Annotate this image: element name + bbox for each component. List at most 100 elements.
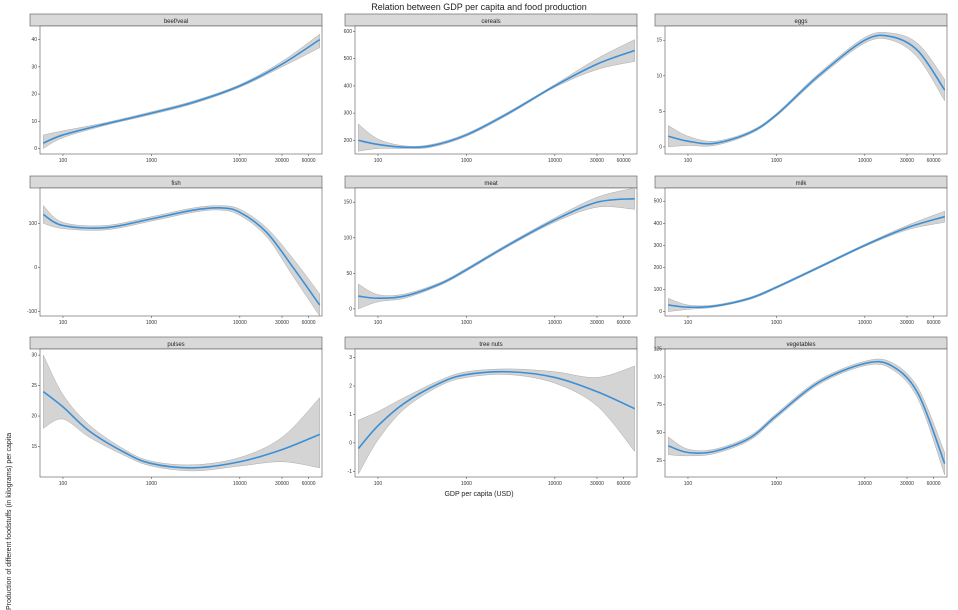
confidence-band: [668, 210, 945, 312]
x-tick-label: 100: [374, 481, 383, 487]
y-tick-label: 300: [344, 111, 353, 117]
panel-strip-title: meat: [484, 181, 498, 187]
x-tick-label: 1000: [461, 158, 472, 164]
smooth-line: [42, 206, 321, 306]
y-tick-label: 5: [659, 109, 662, 115]
panel-cereals: cereals 100 1000 10000 30000 60000 200 300 400 50…: [344, 13, 638, 164]
smooth-line: [668, 34, 946, 145]
x-tick-label: 10000: [858, 320, 872, 326]
y-tick-label: 200: [654, 265, 663, 271]
smooth-line: [668, 360, 946, 464]
x-tick-label: 60000: [302, 320, 316, 326]
panel-pulses: pulses 100 1000 10000 30000 60000 15 20 25 30: [29, 336, 323, 487]
x-tick-label: 30000: [275, 320, 289, 326]
panel-strip-title: beef/veal: [164, 19, 188, 25]
x-tick-label: 60000: [927, 320, 941, 326]
x-tick-label: 60000: [302, 158, 316, 164]
plot-area: [39, 187, 323, 317]
x-tick-label: 60000: [302, 481, 316, 487]
y-tick-label: 0: [34, 146, 37, 152]
panel-vegetables: vegetables 100 1000 10000 30000 60000 25 50 75 10…: [654, 336, 948, 487]
x-tick-label: 100: [59, 320, 68, 326]
y-tick-label: 100: [344, 235, 353, 241]
y-tick-label: 100: [654, 374, 663, 380]
confidence-band: [668, 32, 945, 148]
confidence-band: [668, 358, 945, 475]
panel-strip-title: vegetables: [786, 342, 815, 348]
smooth-line: [358, 197, 635, 300]
x-tick-label: 1000: [146, 158, 157, 164]
x-tick-label: 1000: [771, 481, 782, 487]
x-tick-label: 10000: [233, 320, 247, 326]
y-tick-label: 500: [344, 56, 353, 62]
x-tick-label: 60000: [927, 158, 941, 164]
y-tick-label: 75: [656, 402, 662, 408]
confidence-band: [358, 365, 635, 475]
smooth-line: [358, 49, 635, 149]
x-tick-label: 60000: [927, 481, 941, 487]
x-tick-label: 10000: [548, 320, 562, 326]
panel-beef-veal: beef/veal 100 1000 10000 30000 60000 0 10 20 30 40: [29, 13, 323, 164]
y-tick-label: 25: [656, 458, 662, 464]
panel-milk: milk 100 1000 10000 30000 60000 0 100 200 300 400 5…: [654, 175, 948, 326]
x-tick-label: 30000: [900, 481, 914, 487]
y-tick-label: 300: [654, 243, 663, 249]
y-tick-label: 600: [344, 29, 353, 35]
y-tick-label: 200: [344, 138, 353, 144]
x-tick-label: 100: [684, 481, 693, 487]
x-tick-label: 60000: [617, 320, 631, 326]
panel-strip-title: pulses: [167, 342, 184, 348]
y-tick-label: 20: [31, 92, 37, 98]
x-tick-label: 30000: [275, 158, 289, 164]
plot-area: [39, 25, 323, 155]
y-tick-label: 100: [29, 221, 38, 227]
x-tick-label: 30000: [590, 158, 604, 164]
panel-strip-title: fish: [171, 181, 180, 187]
x-tick-label: 100: [684, 320, 693, 326]
smooth-line: [668, 215, 945, 309]
y-tick-label: 0: [659, 309, 662, 315]
x-tick-label: 60000: [617, 481, 631, 487]
x-tick-label: 10000: [858, 481, 872, 487]
x-tick-label: 100: [59, 158, 68, 164]
panel-eggs: eggs 100 1000 10000 30000 60000 0 5 10 15: [654, 13, 948, 164]
x-tick-label: 10000: [233, 158, 247, 164]
y-tick-label: 10: [656, 73, 662, 79]
x-tick-label: 100: [684, 158, 693, 164]
y-tick-label: 0: [349, 440, 352, 446]
y-tick-label: 125: [654, 347, 663, 353]
y-tick-label: 400: [344, 83, 353, 89]
plot-area: [664, 25, 948, 155]
x-tick-label: 100: [374, 158, 383, 164]
y-tick-label: 40: [31, 37, 37, 43]
x-tick-label: 1000: [146, 481, 157, 487]
x-tick-label: 10000: [548, 158, 562, 164]
plot-area: [664, 348, 948, 478]
plot-area: [664, 187, 948, 317]
y-tick-label: -100: [27, 309, 37, 315]
y-tick-label: 0: [659, 144, 662, 150]
y-tick-label: 1: [349, 412, 352, 418]
y-tick-label: 50: [346, 271, 352, 277]
x-tick-label: 100: [374, 320, 383, 326]
y-tick-label: 150: [344, 200, 353, 206]
x-tick-label: 30000: [900, 158, 914, 164]
x-tick-label: 30000: [900, 320, 914, 326]
panel-strip-title: milk: [796, 181, 808, 187]
panel-meat: meat 100 1000 10000 30000 60000 0 50 100 150: [344, 175, 638, 326]
smooth-line: [42, 391, 320, 469]
panel-fish: fish 100 1000 10000 30000 60000 -100 0 100: [27, 175, 323, 326]
confidence-band: [358, 39, 635, 152]
y-tick-label: 10: [31, 119, 37, 125]
panel-strip-title: eggs: [794, 19, 807, 25]
confidence-band: [43, 355, 320, 472]
x-tick-label: 1000: [771, 320, 782, 326]
x-tick-label: 30000: [275, 481, 289, 487]
y-tick-label: 30: [31, 64, 37, 70]
smooth-line: [43, 38, 321, 144]
y-tick-label: 100: [654, 287, 663, 293]
y-tick-label: 15: [656, 38, 662, 44]
y-tick-label: 50: [656, 430, 662, 436]
x-tick-label: 1000: [771, 158, 782, 164]
plot-area: [354, 25, 638, 155]
